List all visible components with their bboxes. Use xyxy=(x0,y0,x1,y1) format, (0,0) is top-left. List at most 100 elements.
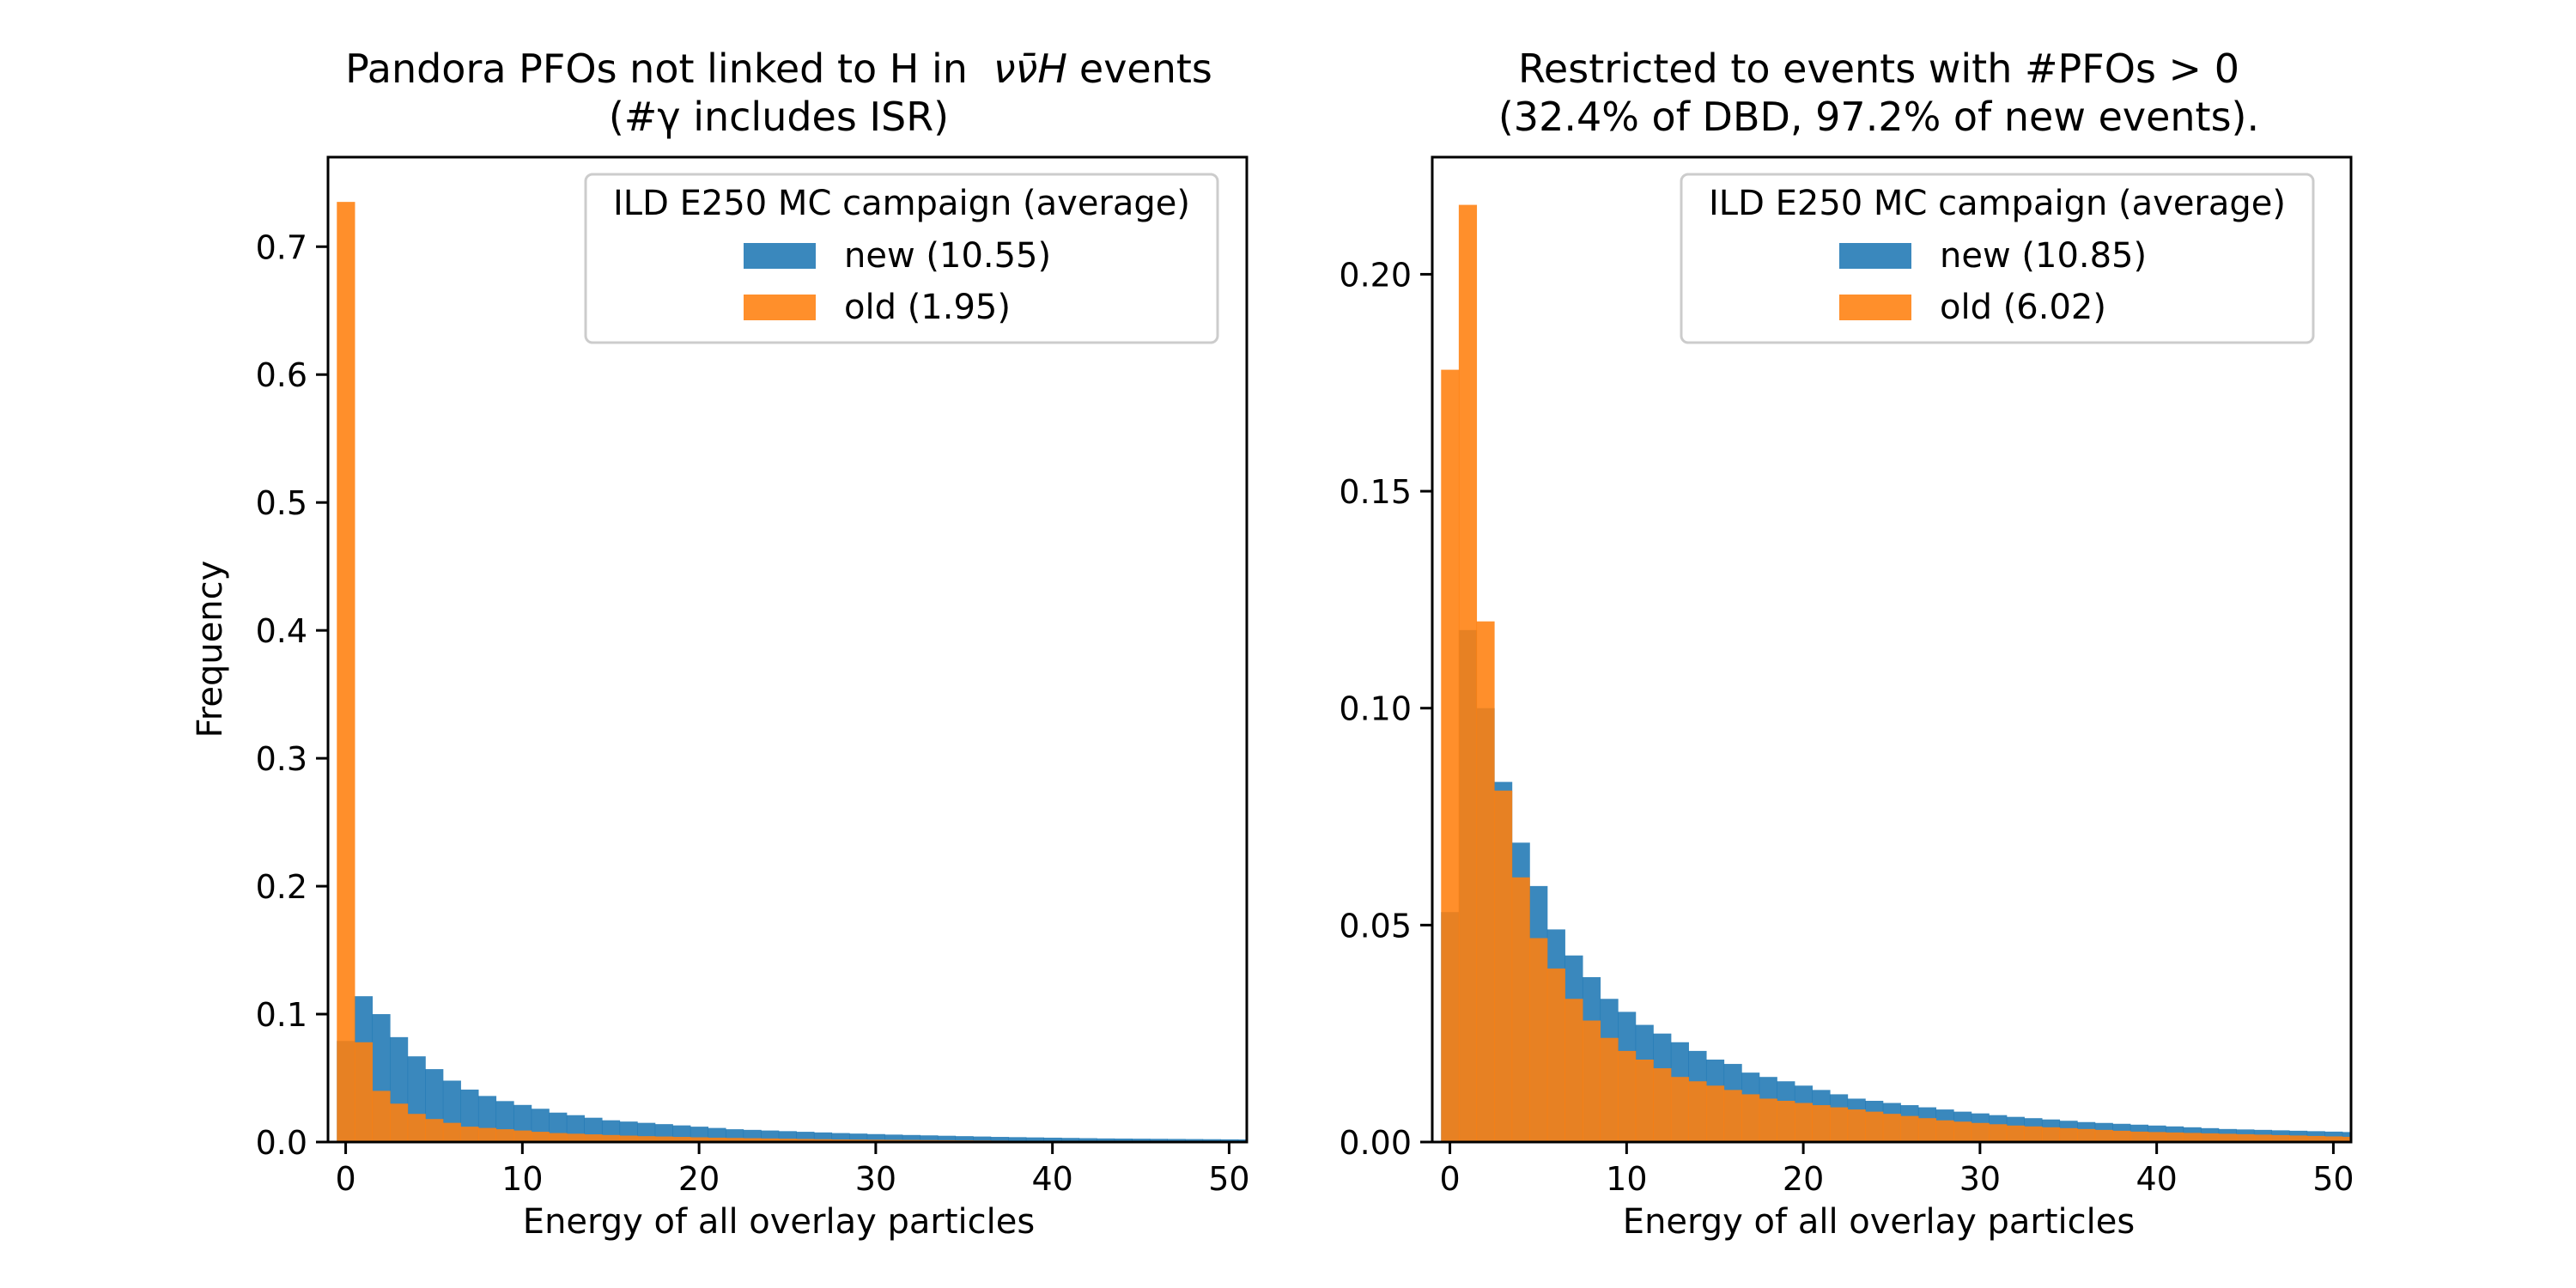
right-title-line1: Restricted to events with #PFOs > 0 xyxy=(1518,46,2239,92)
right-legend: ILD E250 MC campaign (average) new (10.8… xyxy=(1680,173,2315,344)
left-y-tick-label: 0.1 xyxy=(256,996,307,1034)
right-bar-old-11 xyxy=(1635,1060,1654,1142)
left-bar-new-33 xyxy=(920,1135,939,1142)
left-bar-new-50 xyxy=(1220,1139,1239,1142)
right-bar-old-47 xyxy=(2271,1134,2290,1142)
right-bar-old-19 xyxy=(1777,1101,1795,1142)
right-bar-old-9 xyxy=(1600,1037,1619,1142)
left-legend-label-old: old (1.95) xyxy=(844,288,1011,327)
right-bar-old-13 xyxy=(1670,1077,1689,1142)
right-bar-old-14 xyxy=(1688,1081,1707,1142)
right-bar-old-25 xyxy=(1882,1114,1901,1142)
left-bar-old-9 xyxy=(495,1129,514,1142)
left-bar-old-6 xyxy=(442,1122,461,1142)
left-legend-title: ILD E250 MC campaign (average) xyxy=(613,184,1190,223)
right-x-tick-label: 20 xyxy=(1783,1160,1824,1198)
left-panel: Pandora PFOs not linked to H in νν̄H event… xyxy=(191,46,1250,1242)
left-bar-new-48 xyxy=(1184,1139,1204,1142)
left-bar-old-22 xyxy=(725,1138,744,1142)
left-legend: ILD E250 MC campaign (average) new (10.5… xyxy=(584,173,1219,344)
right-bar-old-39 xyxy=(2129,1131,2148,1142)
right-bar-old-41 xyxy=(2165,1132,2184,1142)
right-bar-old-37 xyxy=(2094,1129,2113,1142)
right-bar-old-33 xyxy=(2024,1126,2043,1142)
right-y-tick-label: 0.05 xyxy=(1339,907,1412,945)
left-bar-new-38 xyxy=(1008,1137,1027,1142)
left-y-tick-label: 0.2 xyxy=(256,868,307,906)
left-bar-old-17 xyxy=(637,1136,656,1142)
right-panel: Restricted to events with #PFOs > 0 (32.… xyxy=(1339,46,2354,1242)
left-bar-new-31 xyxy=(884,1134,903,1142)
right-y-tick-label: 0.10 xyxy=(1339,690,1412,728)
left-y-axis-label: Frequency xyxy=(191,561,230,738)
right-bar-old-24 xyxy=(1865,1111,1884,1142)
left-x-tick-label: 30 xyxy=(855,1160,896,1198)
left-title-line2: (#γ includes ISR) xyxy=(609,94,949,140)
left-bar-old-15 xyxy=(601,1134,621,1142)
right-bar-old-23 xyxy=(1847,1109,1866,1142)
right-bar-old-5 xyxy=(1529,938,1548,1142)
left-bar-new-44 xyxy=(1114,1138,1133,1142)
left-bar-old-3 xyxy=(390,1103,409,1142)
right-y-tick-label: 0.20 xyxy=(1339,256,1412,294)
right-bar-old-51 xyxy=(2342,1136,2352,1142)
right-bar-old-28 xyxy=(1935,1120,1954,1142)
left-bar-new-39 xyxy=(1025,1137,1044,1142)
right-bar-old-48 xyxy=(2288,1135,2308,1142)
right-bar-old-50 xyxy=(2324,1136,2343,1142)
left-bar-old-1 xyxy=(354,1042,374,1142)
right-x-tick-label: 30 xyxy=(1959,1160,2001,1198)
right-bar-old-22 xyxy=(1829,1107,1849,1142)
right-bar-old-34 xyxy=(2041,1127,2061,1142)
left-bars xyxy=(337,202,1248,1142)
left-bar-old-13 xyxy=(566,1133,585,1142)
left-bar-new-40 xyxy=(1043,1137,1062,1142)
left-bar-old-21 xyxy=(708,1137,726,1142)
right-y-ticks: 0.00 0.05 0.10 0.15 0.20 xyxy=(1339,256,1432,1162)
left-legend-swatch-old xyxy=(744,295,816,320)
left-bar-old-18 xyxy=(654,1136,673,1142)
right-bar-old-42 xyxy=(2183,1133,2202,1142)
right-bar-old-44 xyxy=(2218,1133,2237,1142)
left-bar-old-16 xyxy=(619,1135,638,1142)
left-bar-new-41 xyxy=(1060,1138,1080,1142)
left-plot-frame xyxy=(326,155,1249,1144)
left-bar-old-8 xyxy=(477,1127,497,1142)
left-bar-new-30 xyxy=(866,1133,885,1142)
right-bar-old-10 xyxy=(1618,1050,1637,1142)
right-bar-old-7 xyxy=(1564,999,1583,1142)
left-bar-old-2 xyxy=(372,1091,391,1142)
right-bar-old-35 xyxy=(2059,1127,2078,1142)
right-legend-swatch-new xyxy=(1839,243,1911,269)
left-x-tick-label: 10 xyxy=(501,1160,543,1198)
left-bar-new-36 xyxy=(973,1136,992,1142)
right-bar-old-36 xyxy=(2077,1128,2096,1142)
right-bar-old-40 xyxy=(2148,1132,2166,1142)
left-y-tick-label: 0.7 xyxy=(256,228,307,266)
left-bar-old-7 xyxy=(460,1127,479,1142)
left-bar-old-4 xyxy=(407,1114,426,1142)
left-bar-new-28 xyxy=(831,1133,850,1142)
left-x-ticks: 0 10 20 30 40 50 xyxy=(335,1142,1250,1198)
right-bar-old-0 xyxy=(1441,369,1460,1143)
left-bar-new-26 xyxy=(796,1132,815,1142)
right-bar-old-31 xyxy=(1989,1124,2008,1142)
left-bar-new-34 xyxy=(937,1135,957,1142)
left-bar-old-11 xyxy=(531,1132,550,1142)
left-bar-old-0 xyxy=(337,202,355,1142)
left-bar-new-46 xyxy=(1149,1139,1169,1142)
right-plot-frame xyxy=(1431,155,2353,1144)
left-y-ticks: 0.0 0.1 0.2 0.3 0.4 0.5 0.6 0.7 xyxy=(256,228,328,1162)
right-title-line2: (32.4% of DBD, 97.2% of new events). xyxy=(1498,94,2259,140)
left-bar-new-47 xyxy=(1167,1139,1186,1142)
left-x-tick-label: 20 xyxy=(678,1160,720,1198)
right-bar-old-2 xyxy=(1476,621,1495,1142)
right-legend-swatch-old xyxy=(1839,295,1911,320)
right-bar-old-8 xyxy=(1582,1020,1601,1142)
left-bar-old-26 xyxy=(796,1139,815,1142)
left-bar-new-42 xyxy=(1078,1138,1097,1142)
left-bar-old-23 xyxy=(743,1138,762,1142)
left-bar-new-45 xyxy=(1132,1139,1151,1142)
right-y-tick-label: 0.15 xyxy=(1339,473,1412,511)
right-x-tick-label: 0 xyxy=(1439,1160,1460,1198)
